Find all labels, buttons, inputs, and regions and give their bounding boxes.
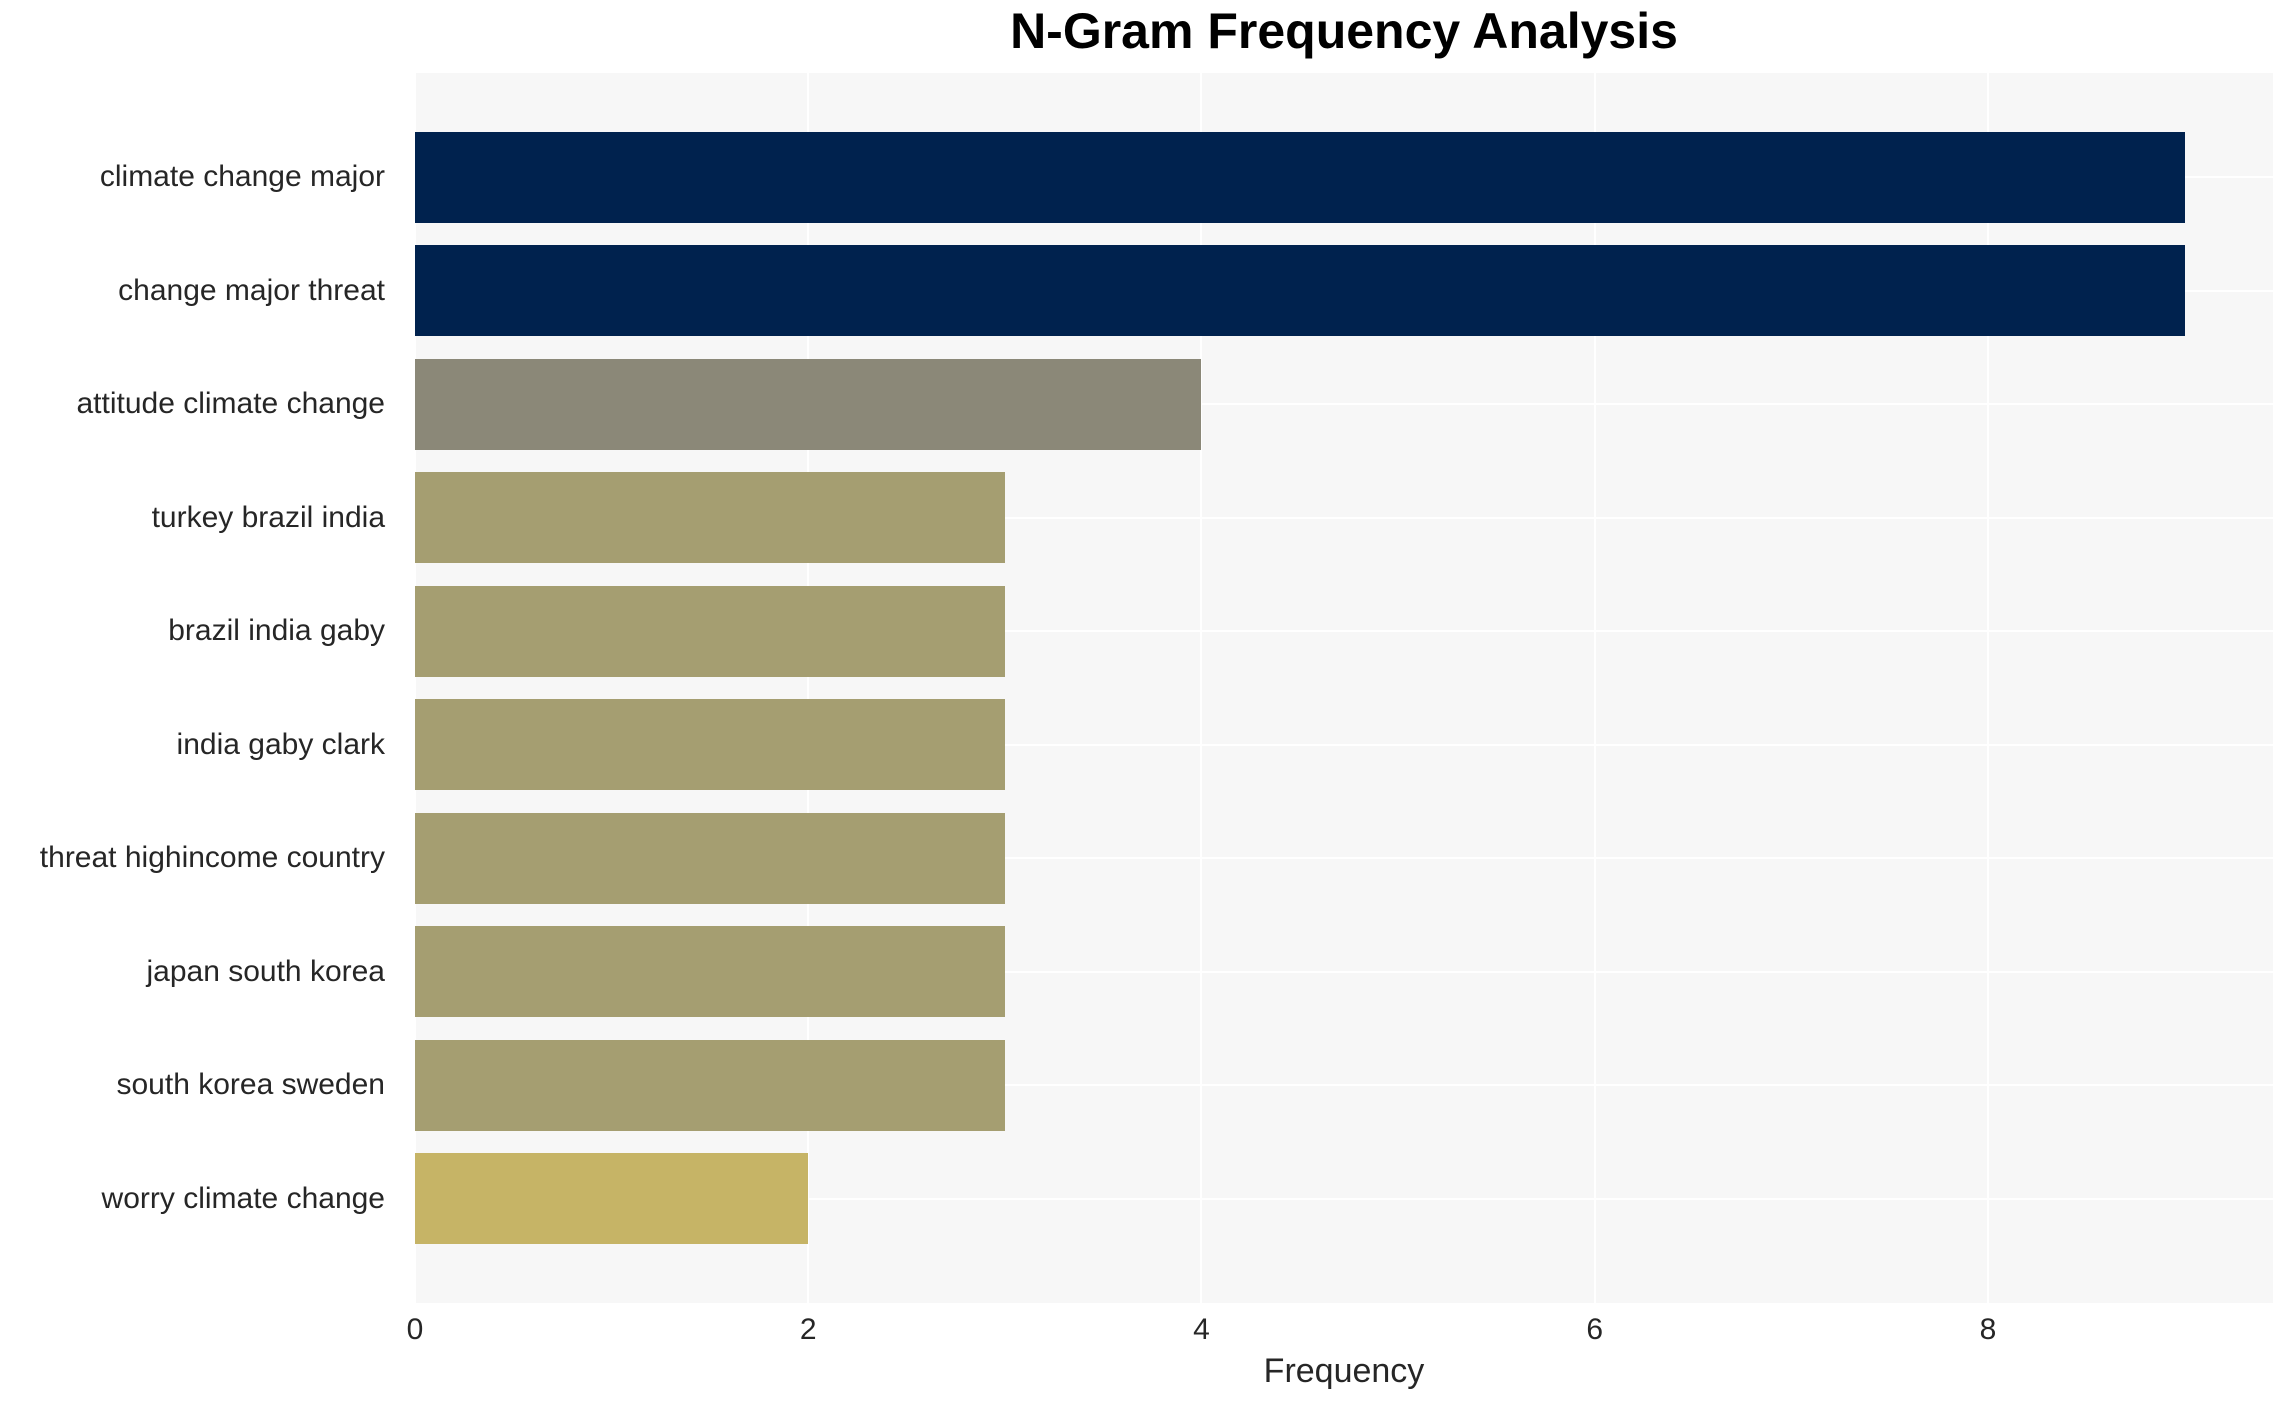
y-axis-labels: climate change major change major threat a… [0,73,399,1303]
y-tick-label: climate change major [99,160,385,194]
bar-turkey-brazil-india [415,472,1005,564]
horizontal-gridline [415,403,2273,406]
bar-threat-highincome-country [415,812,1005,904]
horizontal-gridline [415,630,2273,633]
bar-south-korea-sweden [415,1039,1005,1131]
x-axis-ticks: 0 2 4 6 8 [407,1303,2273,1347]
bar-attitude-climate-change [415,358,1202,450]
bar-worry-climate-change [415,1153,809,1245]
horizontal-gridline [415,857,2273,860]
vertical-gridline [1986,73,1989,1303]
x-tick-label: 6 [1586,1313,1604,1346]
plot-area [414,73,2273,1303]
y-tick-label: threat highincome country [39,841,385,875]
x-tick-label: 2 [799,1313,817,1346]
y-tick-label: japan south korea [146,954,385,988]
y-tick-label: india gaby clark [176,727,385,761]
horizontal-gridline [415,743,2273,746]
vertical-gridline [1593,73,1596,1303]
x-tick-label: 4 [1193,1313,1210,1346]
vertical-gridline [1200,73,1203,1303]
bar-climate-change-major [415,131,2185,223]
horizontal-gridline [415,970,2273,973]
x-tick-label: 0 [406,1313,424,1346]
x-axis-title: Frequency [1263,1352,1425,1390]
vertical-gridline [414,73,416,1303]
bar-india-gaby-clark [415,699,1005,791]
x-tick-label: 8 [1979,1313,1997,1346]
vertical-gridline [807,73,810,1303]
bar-change-major-threat [415,245,2185,337]
horizontal-gridline [415,516,2273,519]
horizontal-gridline [415,1197,2273,1200]
horizontal-gridline [415,1084,2273,1087]
y-tick-label: brazil india gaby [168,614,385,648]
y-tick-label: change major threat [118,273,385,307]
y-tick-label: south korea sweden [116,1068,385,1102]
bar-brazil-india-gaby [415,585,1005,677]
bar-japan-south-korea [415,926,1005,1018]
y-tick-label: attitude climate change [76,387,385,421]
chart-title: N-Gram Frequency Analysis [1010,3,1678,59]
y-tick-label: worry climate change [101,1181,385,1215]
y-tick-label: turkey brazil india [151,500,385,534]
